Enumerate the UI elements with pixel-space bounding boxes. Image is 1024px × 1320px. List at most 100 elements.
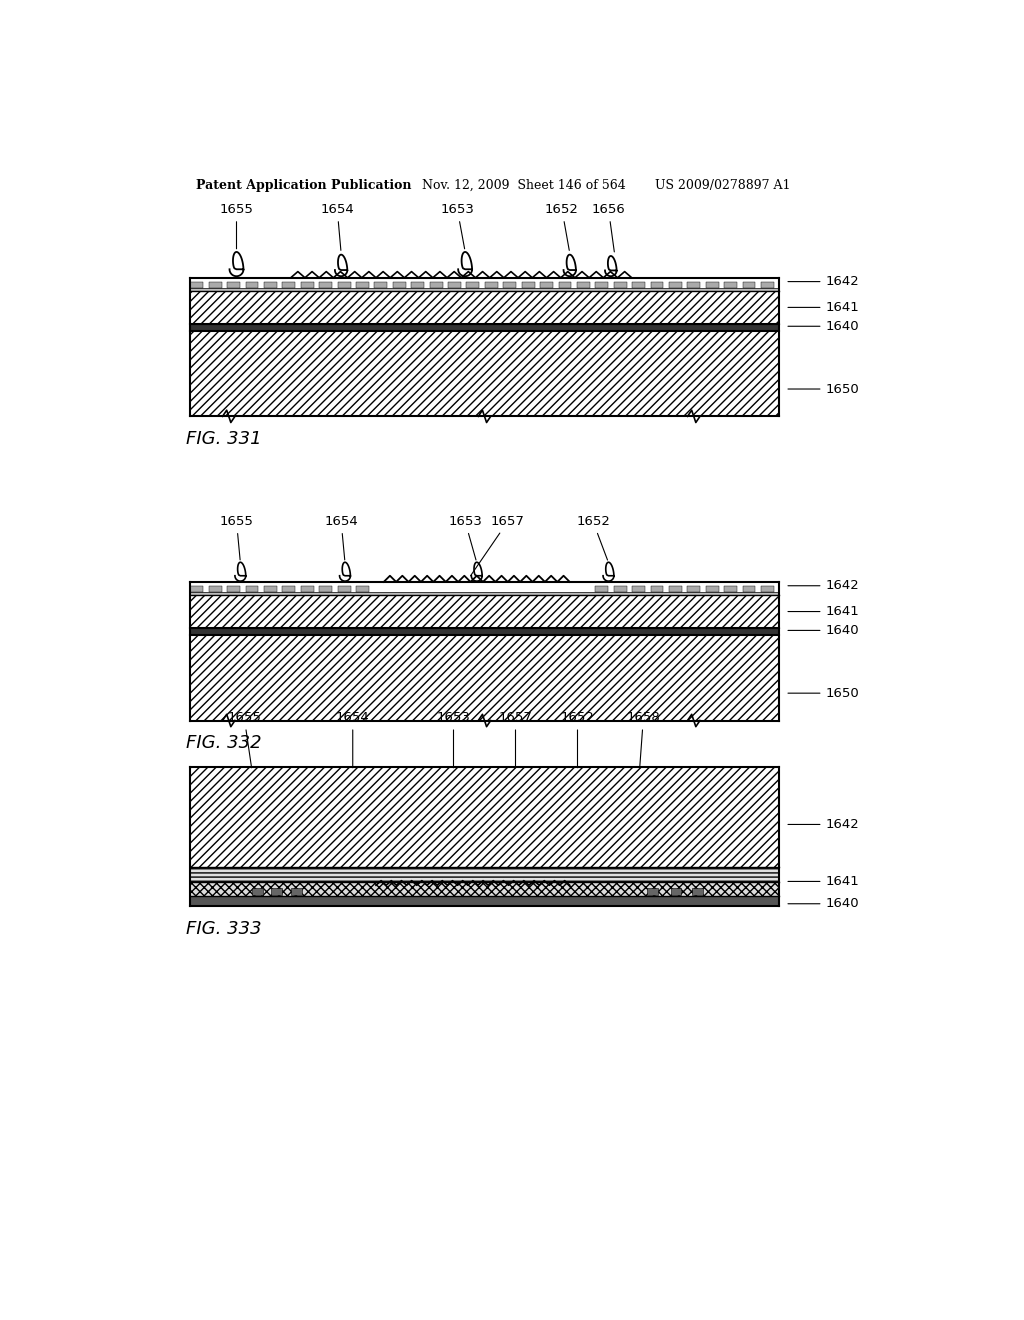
Bar <box>190 288 779 290</box>
Bar <box>687 586 700 591</box>
Text: 1653: 1653 <box>449 515 482 560</box>
Text: 1653: 1653 <box>440 203 474 249</box>
Bar <box>209 281 221 288</box>
Bar <box>291 888 302 895</box>
Text: 1654: 1654 <box>321 203 354 251</box>
Bar <box>319 586 332 591</box>
Text: 1652: 1652 <box>577 515 610 560</box>
Text: 1652: 1652 <box>560 711 595 768</box>
Bar <box>190 281 204 288</box>
Bar <box>724 586 737 591</box>
Bar <box>356 586 369 591</box>
Bar <box>338 586 350 591</box>
Text: 1641: 1641 <box>788 875 859 888</box>
Bar <box>227 586 240 591</box>
Text: 1642: 1642 <box>788 275 859 288</box>
Bar <box>190 628 779 635</box>
Text: FIG. 331: FIG. 331 <box>186 430 262 449</box>
Bar <box>190 867 779 882</box>
Bar <box>283 586 295 591</box>
Bar <box>393 281 406 288</box>
Text: 1658: 1658 <box>627 711 660 768</box>
Bar <box>190 882 779 896</box>
Bar <box>706 586 719 591</box>
Bar <box>264 586 276 591</box>
Bar <box>227 281 240 288</box>
Bar <box>613 281 627 288</box>
Bar <box>647 888 658 895</box>
Text: Nov. 12, 2009  Sheet 146 of 564: Nov. 12, 2009 Sheet 146 of 564 <box>423 180 627 193</box>
Bar <box>671 888 681 895</box>
Bar <box>669 586 682 591</box>
Text: 1653: 1653 <box>436 711 470 768</box>
Text: 1656: 1656 <box>592 203 626 252</box>
Bar <box>430 281 442 288</box>
Bar <box>706 281 719 288</box>
Bar <box>503 281 516 288</box>
Text: FIG. 333: FIG. 333 <box>186 920 262 939</box>
Bar <box>319 281 332 288</box>
Text: Patent Application Publication: Patent Application Publication <box>197 180 412 193</box>
Bar <box>190 595 779 628</box>
Bar <box>264 281 276 288</box>
Bar <box>301 586 313 591</box>
Bar <box>558 281 571 288</box>
Bar <box>246 586 258 591</box>
Bar <box>521 281 535 288</box>
Bar <box>301 281 313 288</box>
Text: 1642: 1642 <box>788 579 859 593</box>
Text: 1650: 1650 <box>788 686 859 700</box>
Bar <box>356 281 369 288</box>
Bar <box>252 888 263 895</box>
Text: 1655: 1655 <box>219 515 253 560</box>
Text: US 2009/0278897 A1: US 2009/0278897 A1 <box>655 180 791 193</box>
Text: 1640: 1640 <box>788 624 859 638</box>
Bar <box>595 586 608 591</box>
Text: FIG. 332: FIG. 332 <box>186 734 262 752</box>
Text: 1654: 1654 <box>325 515 358 560</box>
Text: 1641: 1641 <box>788 605 859 618</box>
Bar <box>632 281 645 288</box>
Bar <box>190 586 204 591</box>
Bar <box>190 767 779 867</box>
Bar <box>190 331 779 416</box>
Bar <box>761 281 774 288</box>
Bar <box>412 281 424 288</box>
Bar <box>650 586 664 591</box>
Text: 1650: 1650 <box>788 383 859 396</box>
Bar <box>761 586 774 591</box>
Text: 1640: 1640 <box>788 898 859 911</box>
Bar <box>246 281 258 288</box>
Text: 1641: 1641 <box>788 301 859 314</box>
Text: 1655: 1655 <box>227 711 261 768</box>
Bar <box>467 281 479 288</box>
Bar <box>650 281 664 288</box>
Bar <box>449 281 461 288</box>
Bar <box>577 281 590 288</box>
Text: 1657: 1657 <box>471 515 524 576</box>
Bar <box>540 281 553 288</box>
Bar <box>190 323 779 331</box>
Bar <box>613 586 627 591</box>
Text: 1640: 1640 <box>788 319 859 333</box>
Text: 1655: 1655 <box>219 203 253 248</box>
Text: 1654: 1654 <box>336 711 370 768</box>
Bar <box>375 281 387 288</box>
Bar <box>742 281 756 288</box>
Bar <box>742 586 756 591</box>
Bar <box>283 281 295 288</box>
Bar <box>190 896 779 906</box>
Bar <box>687 281 700 288</box>
Bar <box>190 591 779 595</box>
Bar <box>271 888 283 895</box>
Bar <box>595 281 608 288</box>
Bar <box>632 586 645 591</box>
Bar <box>209 586 221 591</box>
Text: 1642: 1642 <box>788 818 859 832</box>
Text: 1652: 1652 <box>545 203 579 251</box>
Bar <box>190 635 779 721</box>
Bar <box>190 290 779 323</box>
Bar <box>338 281 350 288</box>
Bar <box>485 281 498 288</box>
Bar <box>692 888 703 895</box>
